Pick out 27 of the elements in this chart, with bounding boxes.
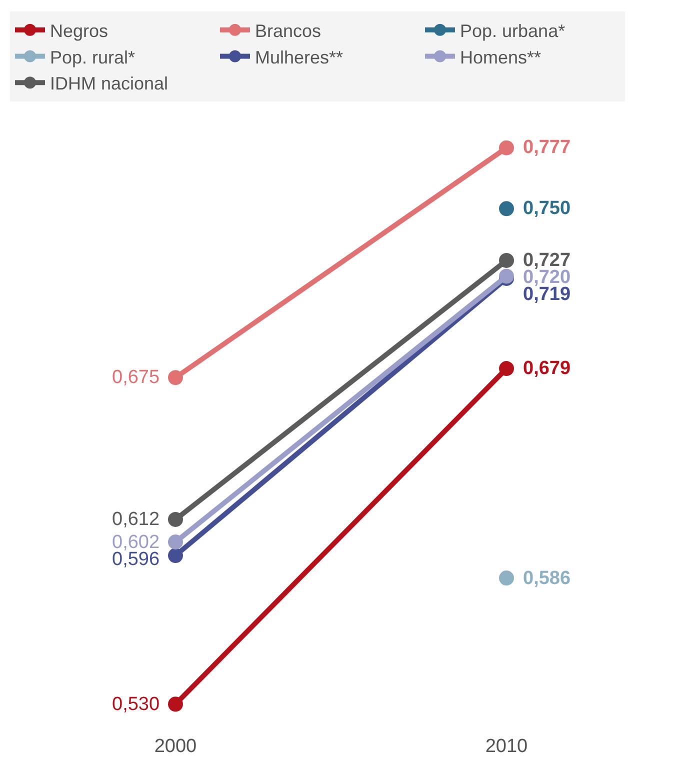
- x-tick-label: 2010: [485, 736, 528, 757]
- legend-label: IDHM nacional: [50, 74, 168, 94]
- point: [499, 140, 514, 156]
- data-label: 0,777: [523, 137, 571, 158]
- point: [499, 570, 514, 586]
- point: [499, 201, 514, 216]
- point: [168, 548, 183, 564]
- data-label: 0,612: [112, 509, 160, 530]
- legend-label: Pop. rural*: [50, 47, 136, 68]
- data-label: 0,727: [523, 250, 571, 271]
- legend-label: Homens**: [460, 47, 542, 68]
- legend-label: Pop. urbana*: [460, 20, 566, 41]
- data-label: 0,679: [523, 358, 571, 379]
- point: [499, 361, 514, 376]
- point: [168, 534, 183, 550]
- data-label: 0,675: [112, 367, 160, 388]
- legend-label: Mulheres**: [255, 47, 344, 68]
- point: [168, 512, 183, 527]
- data-label: 0,530: [112, 694, 160, 715]
- point: [168, 370, 183, 386]
- data-label: 0,586: [523, 568, 571, 589]
- data-label: 0,750: [523, 198, 571, 219]
- point: [168, 696, 183, 712]
- point: [499, 252, 514, 268]
- legend-label: Negros: [50, 20, 108, 41]
- legend-label: Brancos: [255, 20, 322, 41]
- x-tick-label: 2000: [154, 736, 197, 757]
